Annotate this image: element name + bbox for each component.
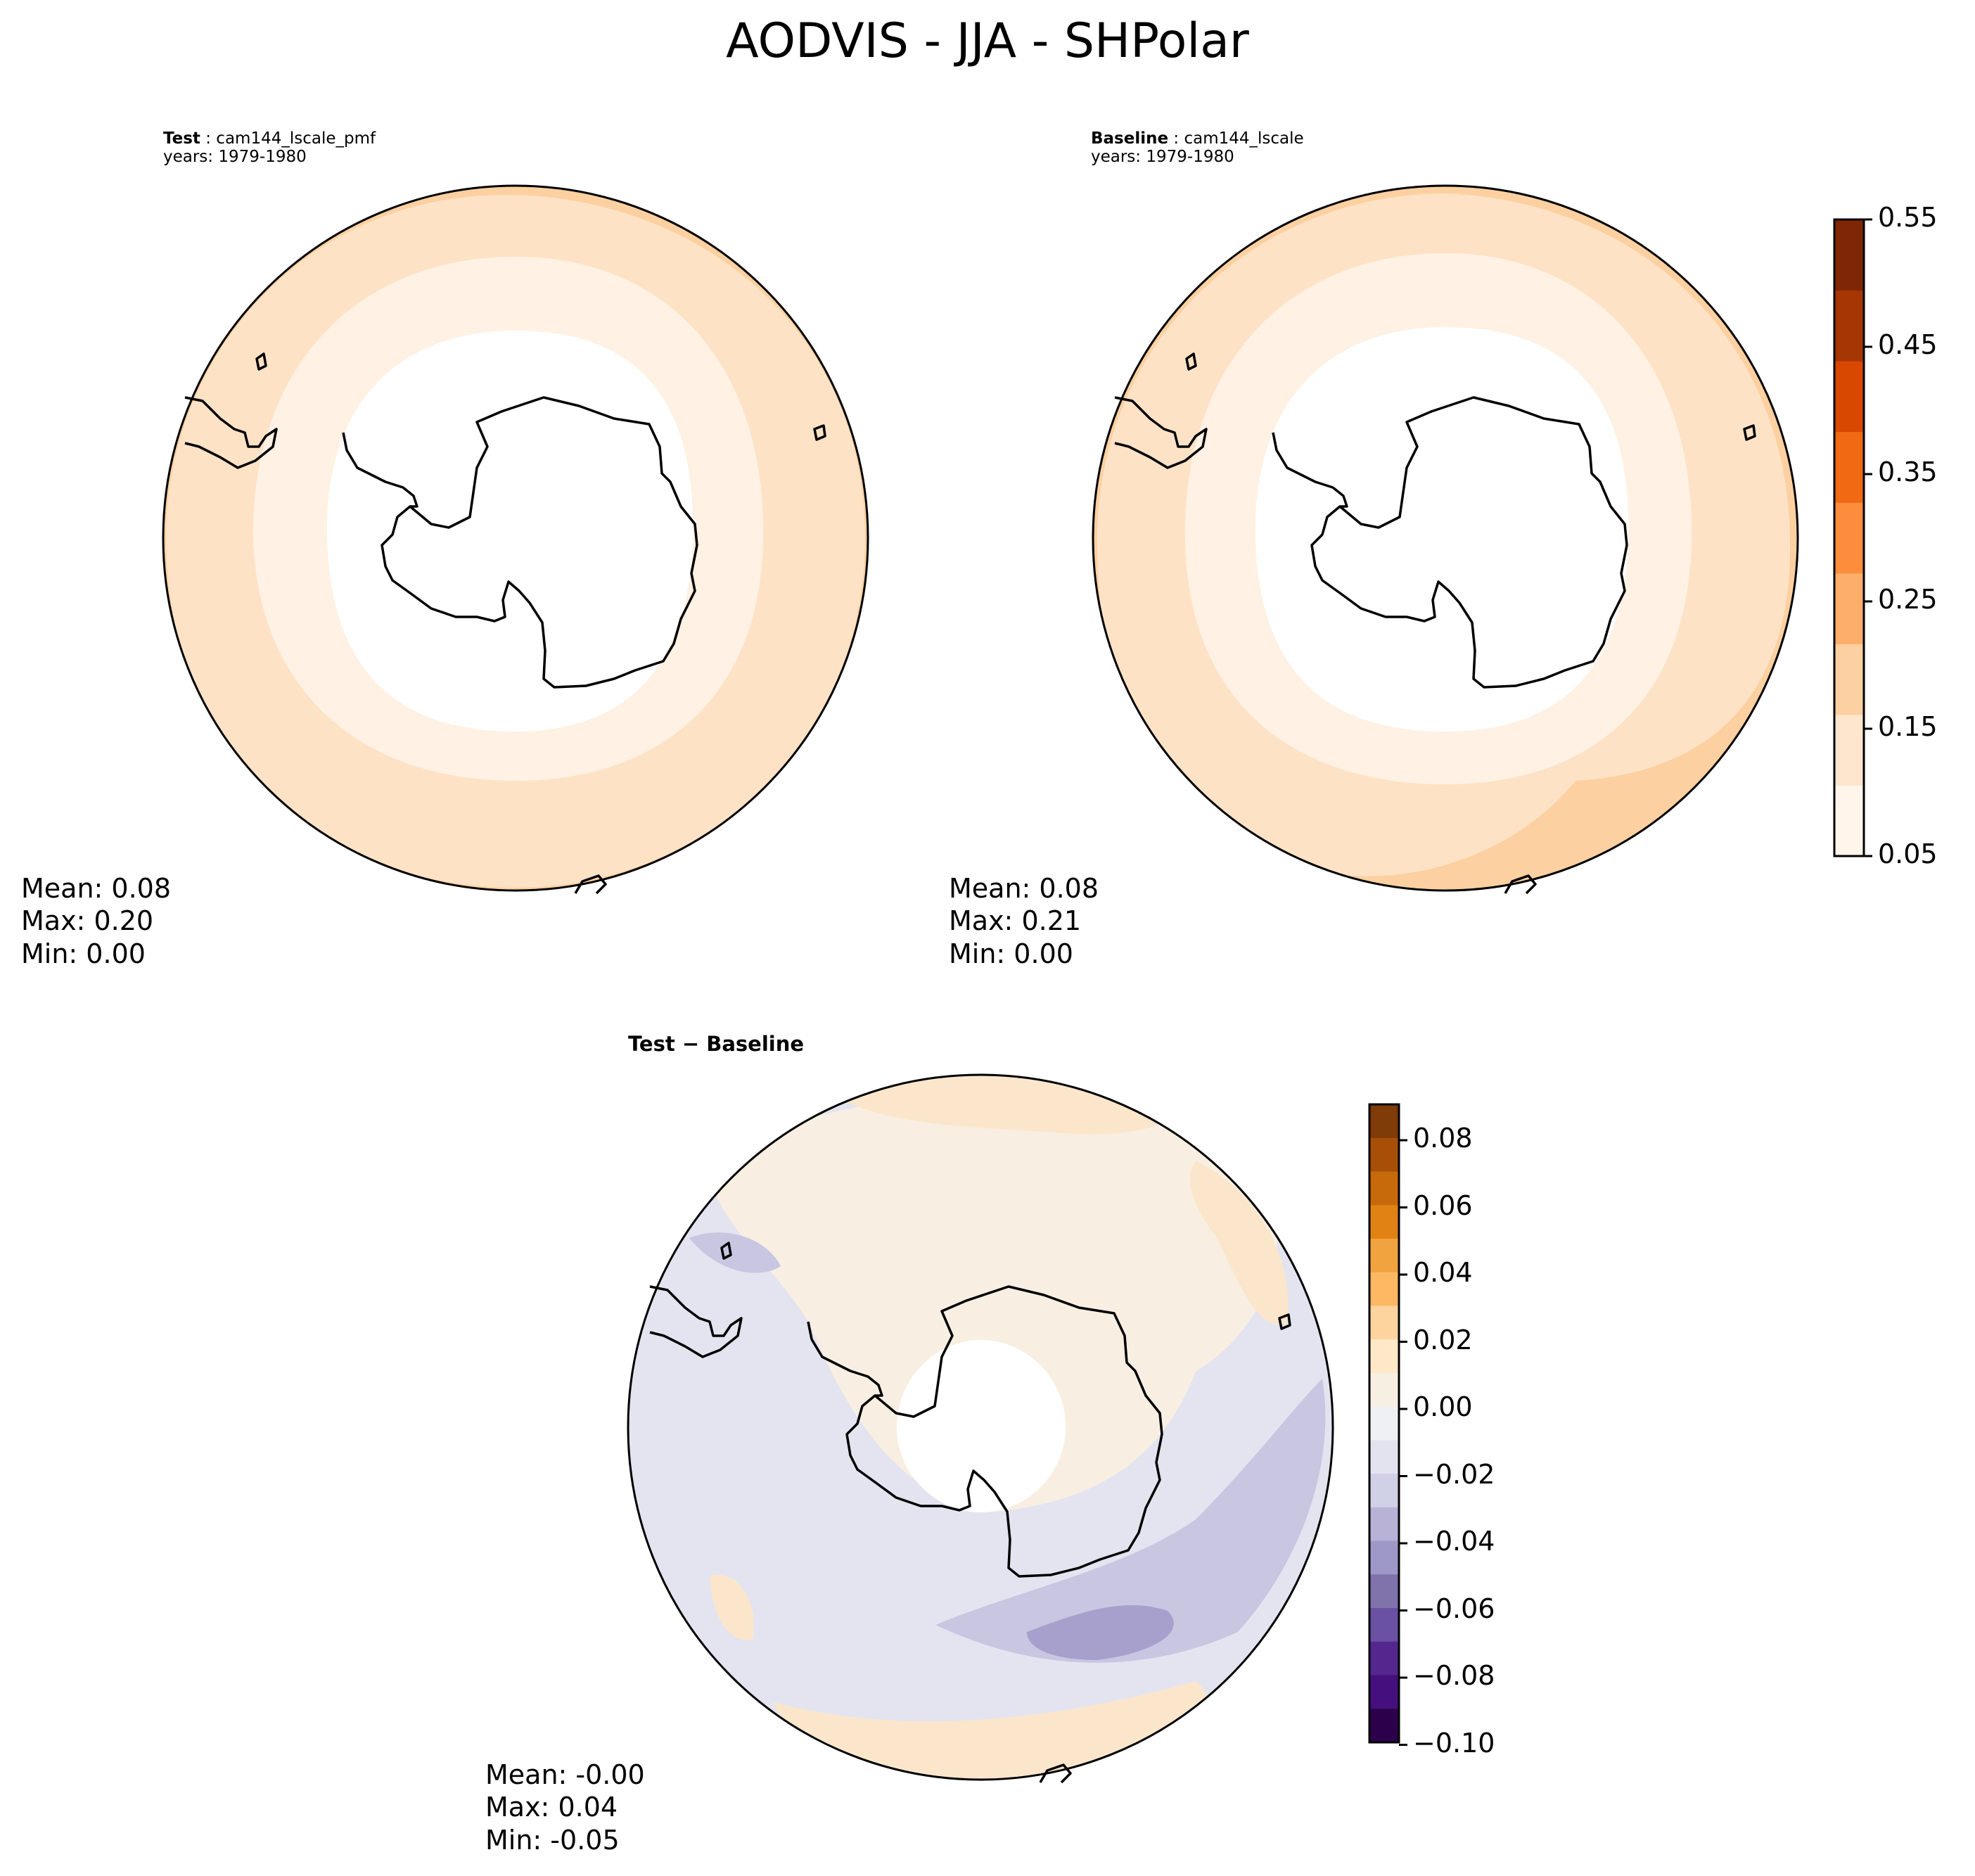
colorbar-main-segment xyxy=(1834,714,1864,786)
colorbar-main-tick-label: 0.45 xyxy=(1878,329,1938,360)
map-diff-boundary xyxy=(627,1073,1334,1781)
panel-baseline-label: Baseline xyxy=(1091,129,1169,148)
map-test-boundary xyxy=(162,184,869,892)
colorbar-difference xyxy=(1368,1103,1407,1746)
colorbar-difference-segment xyxy=(1369,1372,1399,1408)
map-diff-pos-south xyxy=(774,1681,1208,1780)
colorbar-difference-segment xyxy=(1369,1171,1399,1206)
colorbar-difference-segment xyxy=(1369,1306,1399,1340)
panel-baseline-years: years: 1979-1980 xyxy=(1091,148,1234,167)
map-diff-neg-southeast xyxy=(935,1379,1326,1663)
colorbar-difference-segment xyxy=(1369,1474,1399,1508)
colorbar-main-segment xyxy=(1834,502,1864,574)
colorbar-difference-tick-label: 0.00 xyxy=(1413,1391,1473,1422)
colorbar-main-frame xyxy=(1833,218,1865,857)
colorbar-main-tick-label: 0.25 xyxy=(1878,584,1938,615)
colorbar-difference-segment xyxy=(1369,1272,1399,1306)
colorbar-difference-tick-label: 0.04 xyxy=(1413,1257,1473,1288)
stat-max: Max: 0.04 xyxy=(485,1792,618,1823)
colorbar-main-tick-label: 0.35 xyxy=(1878,457,1938,487)
stat-max: Max: 0.21 xyxy=(949,905,1082,937)
map-baseline xyxy=(1092,184,1799,895)
panel-diff-title: Test − Baseline xyxy=(628,1032,805,1056)
colorbar-main-tick-label: 0.05 xyxy=(1878,838,1938,869)
colorbar-main-tick-label: 0.15 xyxy=(1878,711,1938,742)
colorbar-main-segment xyxy=(1834,219,1864,291)
stat-min: Min: -0.05 xyxy=(485,1824,620,1856)
stat-mean: Mean: 0.08 xyxy=(949,873,1099,904)
map-diff-neg-core xyxy=(1027,1604,1174,1660)
panel-baseline-case: : cam144_lscale xyxy=(1168,129,1304,148)
colorbar-difference-segment xyxy=(1369,1238,1399,1273)
figure-title: AODVIS - JJA - SHPolar xyxy=(726,13,1249,69)
map-test-land-zone xyxy=(326,331,694,732)
panel-diff-stats: Mean: -0.00 Max: 0.04 Min: -0.05 xyxy=(485,1759,645,1856)
map-test xyxy=(162,184,869,895)
map-baseline-boundary xyxy=(1092,184,1799,892)
colorbar-difference-segment xyxy=(1369,1540,1399,1575)
map-diff-neg-northwest xyxy=(689,1232,781,1273)
map-diff-zero-north xyxy=(703,1095,1278,1512)
map-difference xyxy=(627,1073,1334,1784)
colorbar-difference-segment xyxy=(1369,1507,1399,1542)
colorbar-difference-segment xyxy=(1369,1641,1399,1676)
colorbar-main-segment xyxy=(1834,644,1864,715)
colorbar-difference-frame xyxy=(1368,1103,1400,1744)
colorbar-difference-segment xyxy=(1369,1709,1399,1743)
colorbar-difference-tick-label: −0.04 xyxy=(1413,1526,1495,1557)
colorbar-difference-segment xyxy=(1369,1608,1399,1642)
colorbar-difference-segment xyxy=(1369,1137,1399,1172)
map-diff-land-zone xyxy=(897,1340,1066,1512)
colorbar-difference-segment xyxy=(1369,1104,1399,1139)
panel-test-label: Test xyxy=(163,129,200,148)
panel-baseline-stats: Mean: 0.08 Max: 0.21 Min: 0.00 xyxy=(949,872,1099,970)
panel-test-title: Test : cam144_lscale_pmf years: 1979-198… xyxy=(163,129,376,167)
colorbar-difference-segment xyxy=(1369,1574,1399,1609)
colorbar-main-segment xyxy=(1834,785,1864,857)
stat-max: Max: 0.20 xyxy=(21,905,154,937)
colorbar-main xyxy=(1833,218,1872,857)
colorbar-difference-segment xyxy=(1369,1406,1399,1441)
colorbar-difference-tick-label: 0.06 xyxy=(1413,1189,1473,1221)
stat-mean: Mean: -0.00 xyxy=(485,1759,645,1790)
map-diff-pos-west xyxy=(710,1574,754,1640)
colorbar-main-segment xyxy=(1834,361,1864,433)
panel-diff-label: Test − Baseline xyxy=(628,1032,805,1056)
colorbar-difference-tick-label: −0.02 xyxy=(1413,1458,1495,1490)
panel-test-years: years: 1979-1980 xyxy=(163,148,307,167)
colorbar-main-tick-label: 0.55 xyxy=(1878,202,1938,233)
colorbar-difference-tick-label: −0.10 xyxy=(1413,1727,1495,1759)
colorbar-main-segment xyxy=(1834,431,1864,503)
colorbar-difference-segment xyxy=(1369,1339,1399,1374)
panel-test-case: : cam144_lscale_pmf xyxy=(200,129,376,148)
colorbar-difference-tick-label: −0.08 xyxy=(1413,1660,1495,1691)
colorbar-difference-tick-label: 0.08 xyxy=(1413,1123,1473,1154)
panel-test-stats: Mean: 0.08 Max: 0.20 Min: 0.00 xyxy=(21,872,171,970)
stat-min: Min: 0.00 xyxy=(949,938,1073,969)
colorbar-difference-tick-label: 0.02 xyxy=(1413,1324,1473,1355)
colorbar-difference-segment xyxy=(1369,1440,1399,1474)
colorbar-difference-segment xyxy=(1369,1675,1399,1709)
map-diff-pos-east xyxy=(1189,1161,1289,1325)
colorbar-difference-segment xyxy=(1369,1205,1399,1239)
map-baseline-land-zone xyxy=(1255,327,1629,732)
panel-baseline-title: Baseline : cam144_lscale years: 1979-198… xyxy=(1091,129,1304,167)
stat-mean: Mean: 0.08 xyxy=(21,873,172,904)
colorbar-difference-tick-label: −0.06 xyxy=(1413,1593,1495,1624)
colorbar-main-segment xyxy=(1834,573,1864,644)
stat-min: Min: 0.00 xyxy=(21,938,146,969)
colorbar-main-segment xyxy=(1834,290,1864,362)
